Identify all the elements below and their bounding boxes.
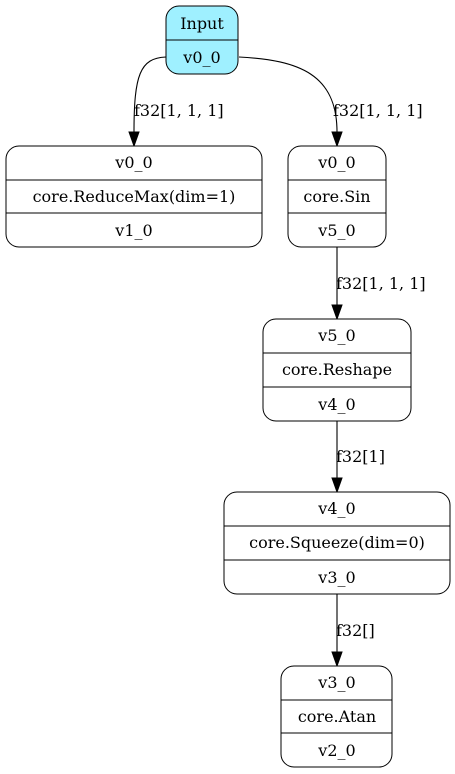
node-input-var: v0_0	[317, 153, 355, 172]
arrowhead-icon	[331, 651, 343, 668]
node-op: core.Sin	[303, 187, 370, 206]
node-reducemax[interactable]: v0_0 core.ReduceMax(dim=1) v1_0	[5, 145, 263, 248]
node-op: core.Reshape	[282, 360, 392, 379]
node-output-var: v2_0	[317, 741, 355, 760]
edge-line	[238, 56, 338, 133]
node-op: core.Atan	[298, 707, 376, 726]
node-output-var: v5_0	[317, 221, 355, 240]
node-input-var: v0_0	[114, 153, 152, 172]
edge-sin-to-reshape: f32[1, 1, 1]	[331, 247, 426, 321]
node-output-var: v4_0	[317, 395, 355, 414]
node-output-var: v3_0	[317, 568, 355, 587]
node-output: v0_0	[182, 48, 220, 67]
edge-label: f32[1]	[336, 447, 385, 466]
node-output-var: v1_0	[114, 221, 152, 240]
node-sin[interactable]: v0_0 core.Sin v5_0	[287, 145, 387, 248]
arrowhead-icon	[331, 304, 343, 321]
edge-squeeze-to-atan: f32[]	[331, 594, 375, 668]
node-box	[223, 491, 451, 595]
node-squeeze[interactable]: v4_0 core.Squeeze(dim=0) v3_0	[223, 491, 451, 595]
edge-label: f32[]	[336, 621, 375, 640]
edge-input-to-sin: f32[1, 1, 1]	[238, 56, 423, 148]
edge-label: f32[1, 1, 1]	[134, 101, 224, 120]
node-input-var: v4_0	[317, 499, 355, 518]
edge-input-to-reducemax: f32[1, 1, 1]	[128, 56, 224, 148]
arrowhead-icon	[128, 131, 140, 148]
node-input-var: v3_0	[317, 673, 355, 692]
node-reshape[interactable]: v5_0 core.Reshape v4_0	[262, 318, 412, 422]
node-box	[262, 318, 412, 422]
edge-reshape-to-squeeze: f32[1]	[331, 421, 385, 494]
node-title: Input	[180, 14, 224, 33]
node-box	[5, 145, 263, 248]
node-op: core.Squeeze(dim=0)	[249, 533, 425, 552]
node-op: core.ReduceMax(dim=1)	[33, 187, 236, 206]
node-input-var: v5_0	[317, 326, 355, 345]
arrowhead-icon	[331, 131, 343, 148]
arrowhead-icon	[331, 477, 343, 494]
node-box	[280, 665, 393, 768]
node-box	[287, 145, 387, 248]
edge-label: f32[1, 1, 1]	[333, 101, 423, 120]
node-input[interactable]: Input v0_0	[165, 5, 239, 75]
node-atan[interactable]: v3_0 core.Atan v2_0	[280, 665, 393, 768]
edge-line	[133, 56, 167, 133]
edge-label: f32[1, 1, 1]	[336, 274, 426, 293]
